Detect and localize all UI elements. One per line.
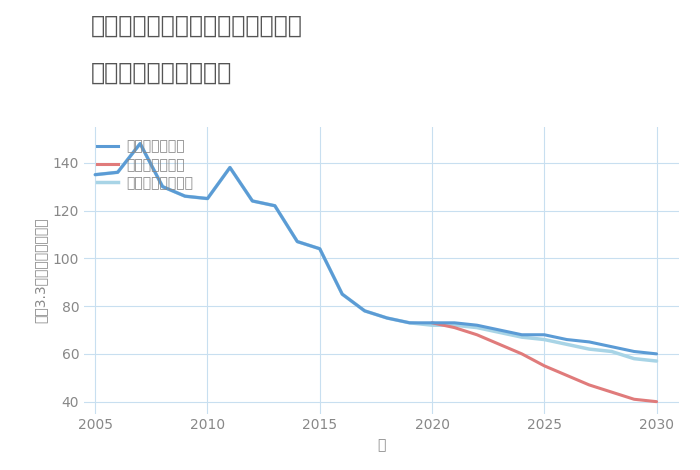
グッドシナリオ <box>91 172 99 178</box>
ノーマルシナリオ <box>91 172 99 178</box>
グッドシナリオ <box>383 315 391 321</box>
グッドシナリオ <box>428 320 436 326</box>
グッドシナリオ <box>316 246 324 251</box>
バッドシナリオ <box>517 351 526 357</box>
グッドシナリオ <box>113 170 122 175</box>
グッドシナリオ <box>405 320 414 326</box>
バッドシナリオ <box>428 320 436 326</box>
グッドシナリオ <box>158 184 167 189</box>
ノーマルシナリオ <box>473 325 481 330</box>
バッドシナリオ <box>495 342 503 347</box>
バッドシナリオ <box>473 332 481 337</box>
ノーマルシナリオ <box>563 342 571 347</box>
グッドシナリオ <box>652 351 661 357</box>
ノーマルシナリオ <box>271 203 279 209</box>
Text: 福岡県京都郡みやこ町勝山宮原の: 福岡県京都郡みやこ町勝山宮原の <box>91 14 303 38</box>
グッドシナリオ <box>473 322 481 328</box>
バッドシナリオ <box>652 399 661 405</box>
Line: グッドシナリオ: グッドシナリオ <box>95 144 657 354</box>
グッドシナリオ <box>338 291 346 297</box>
グッドシナリオ <box>181 193 189 199</box>
グッドシナリオ <box>271 203 279 209</box>
バッドシナリオ <box>608 389 616 395</box>
ノーマルシナリオ <box>158 184 167 189</box>
ノーマルシナリオ <box>428 322 436 328</box>
ノーマルシナリオ <box>652 358 661 364</box>
Legend: グッドシナリオ, バッドシナリオ, ノーマルシナリオ: グッドシナリオ, バッドシナリオ, ノーマルシナリオ <box>97 140 193 190</box>
ノーマルシナリオ <box>630 356 638 361</box>
ノーマルシナリオ <box>225 164 234 170</box>
ノーマルシナリオ <box>517 334 526 340</box>
グッドシナリオ <box>203 196 211 202</box>
グッドシナリオ <box>630 349 638 354</box>
グッドシナリオ <box>608 344 616 350</box>
Line: ノーマルシナリオ: ノーマルシナリオ <box>95 144 657 361</box>
ノーマルシナリオ <box>136 141 144 147</box>
ノーマルシナリオ <box>383 315 391 321</box>
ノーマルシナリオ <box>608 349 616 354</box>
バッドシナリオ <box>630 397 638 402</box>
ノーマルシナリオ <box>360 308 369 313</box>
グッドシナリオ <box>585 339 594 345</box>
グッドシナリオ <box>136 141 144 147</box>
ノーマルシナリオ <box>585 346 594 352</box>
グッドシナリオ <box>540 332 549 337</box>
ノーマルシナリオ <box>203 196 211 202</box>
ノーマルシナリオ <box>248 198 257 204</box>
ノーマルシナリオ <box>181 193 189 199</box>
ノーマルシナリオ <box>316 246 324 251</box>
ノーマルシナリオ <box>405 320 414 326</box>
ノーマルシナリオ <box>450 322 459 328</box>
グッドシナリオ <box>360 308 369 313</box>
Y-axis label: 平（3.3㎡）単価（万円）: 平（3.3㎡）単価（万円） <box>33 218 47 323</box>
Line: バッドシナリオ: バッドシナリオ <box>432 323 657 402</box>
グッドシナリオ <box>225 164 234 170</box>
グッドシナリオ <box>495 327 503 333</box>
グッドシナリオ <box>248 198 257 204</box>
グッドシナリオ <box>293 239 302 244</box>
ノーマルシナリオ <box>293 239 302 244</box>
グッドシナリオ <box>450 320 459 326</box>
バッドシナリオ <box>450 325 459 330</box>
ノーマルシナリオ <box>113 170 122 175</box>
X-axis label: 年: 年 <box>377 438 386 452</box>
バッドシナリオ <box>585 382 594 388</box>
ノーマルシナリオ <box>540 337 549 342</box>
Text: 中古戸建ての価格推移: 中古戸建ての価格推移 <box>91 61 232 85</box>
バッドシナリオ <box>563 373 571 378</box>
ノーマルシナリオ <box>495 329 503 335</box>
ノーマルシナリオ <box>338 291 346 297</box>
バッドシナリオ <box>540 363 549 368</box>
グッドシナリオ <box>563 337 571 342</box>
グッドシナリオ <box>517 332 526 337</box>
